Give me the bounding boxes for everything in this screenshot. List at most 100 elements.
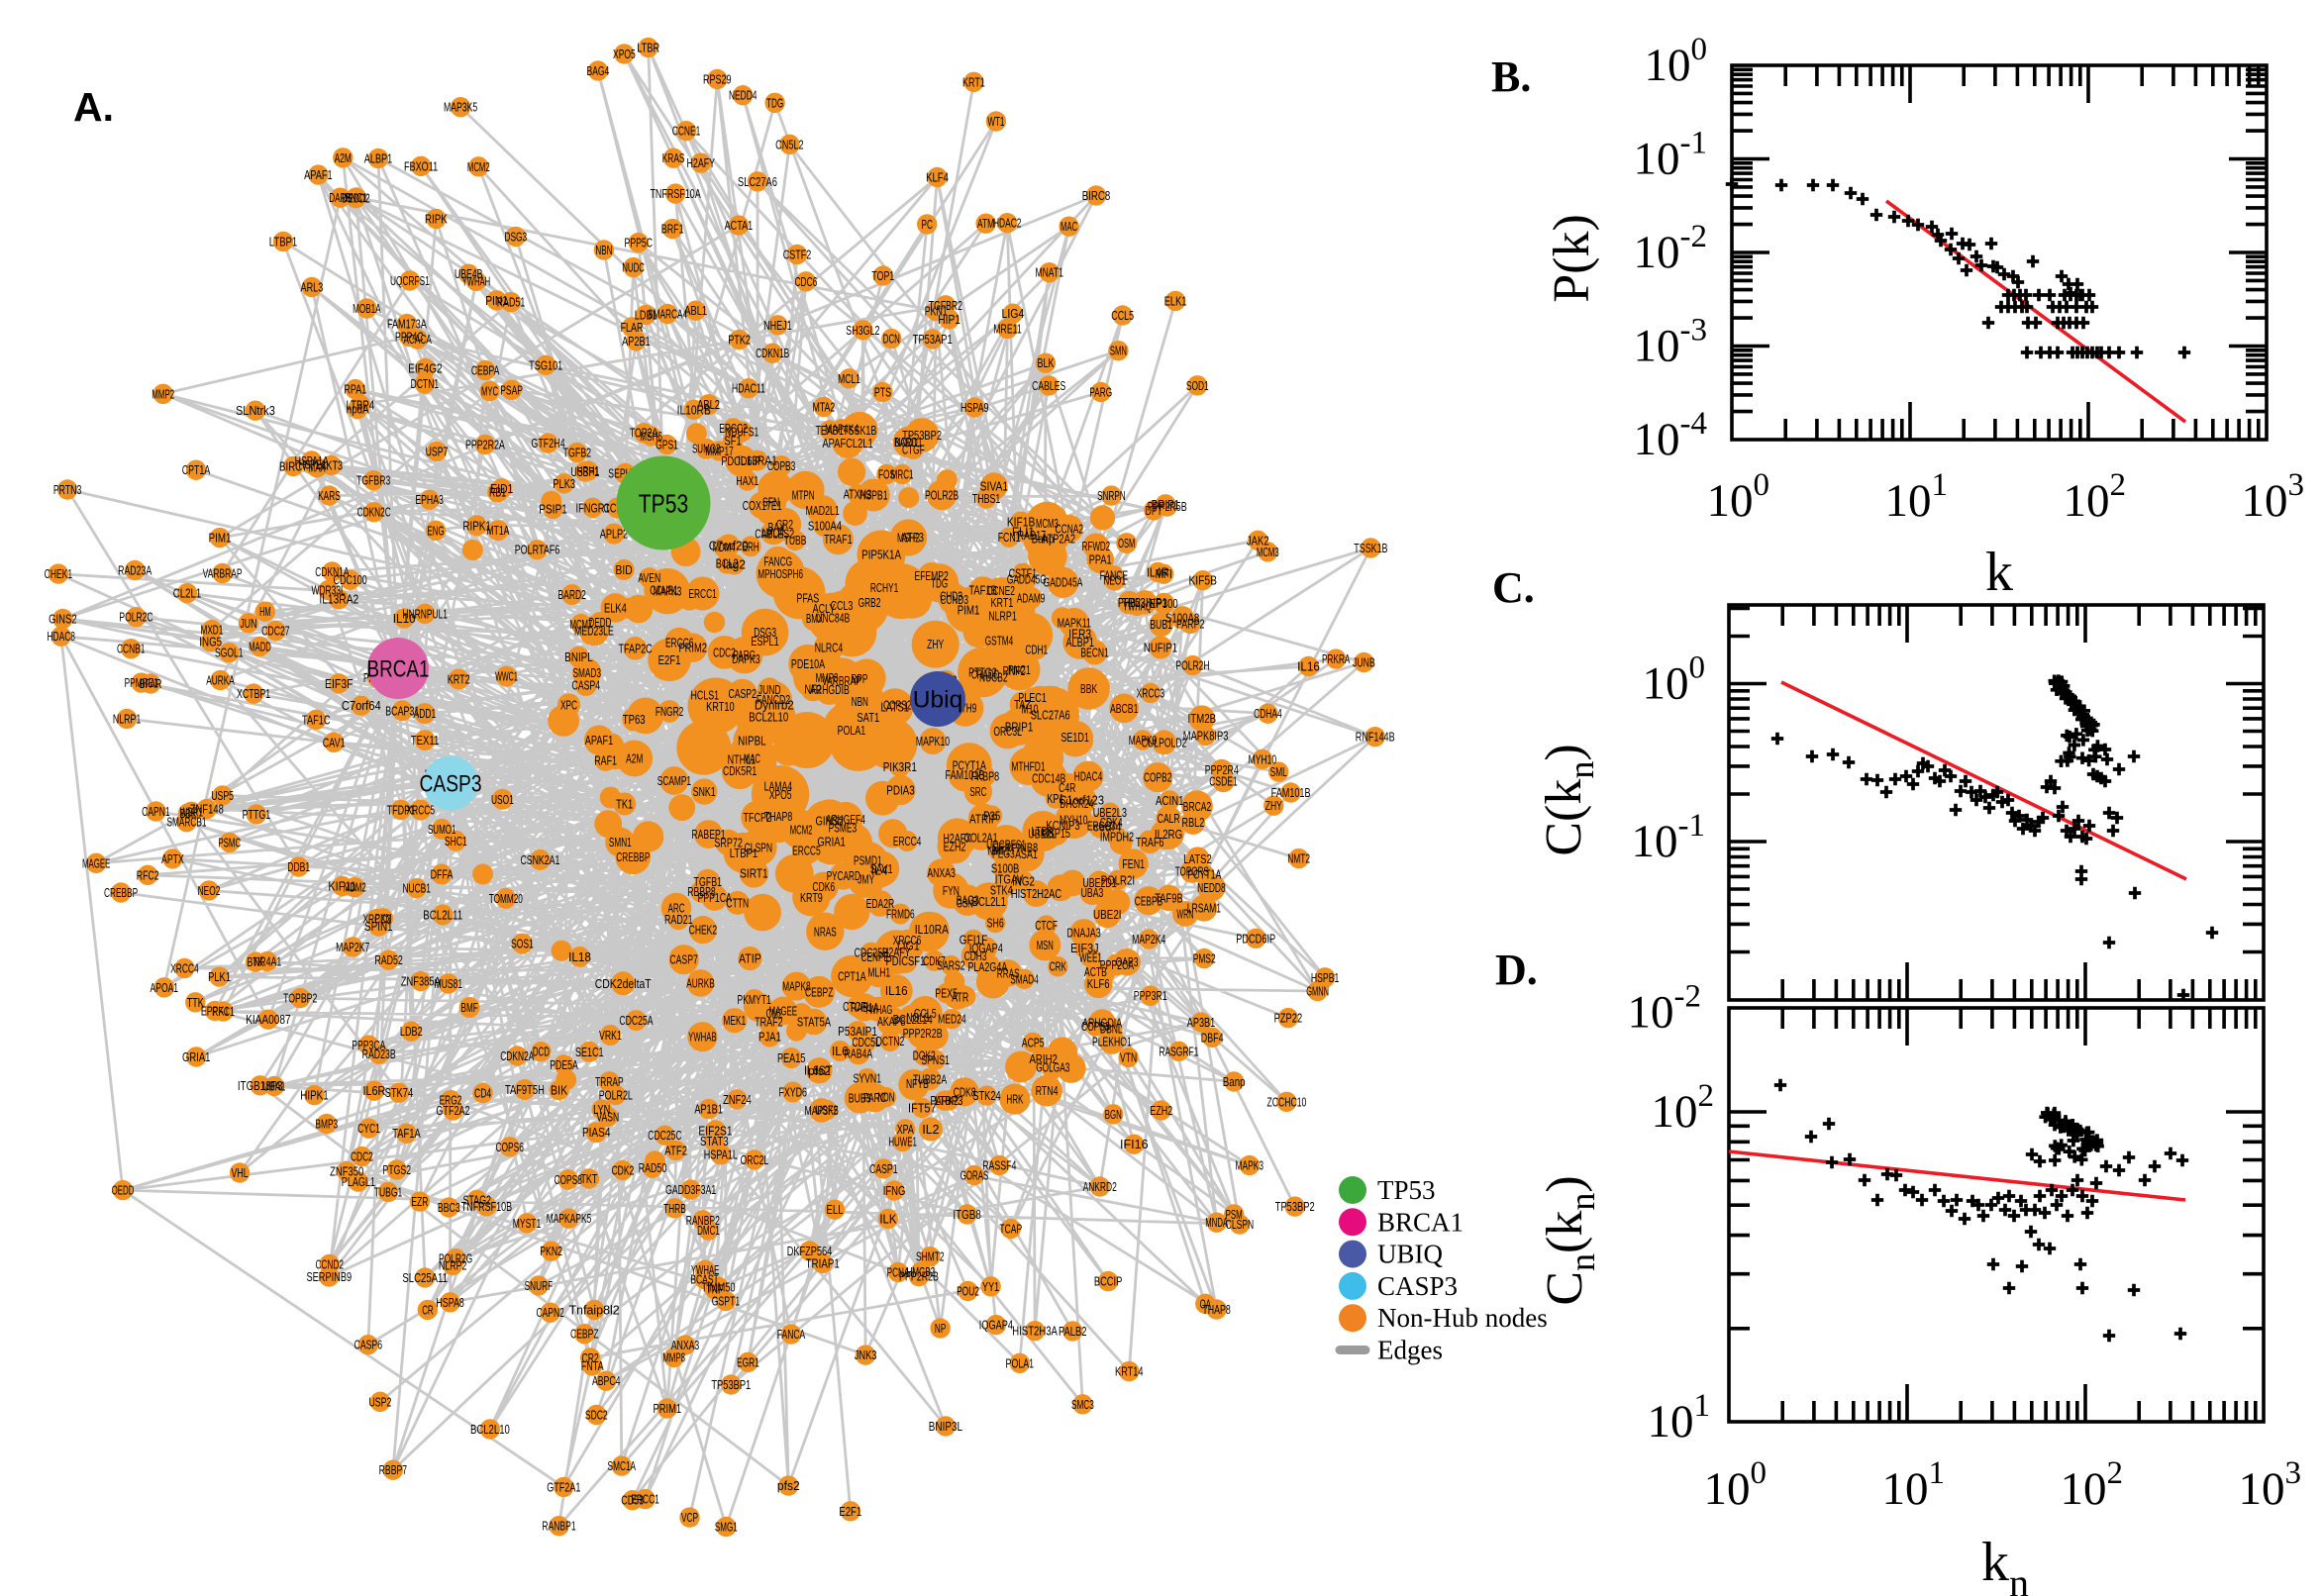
svg-text:SUMO2: SUMO2	[692, 442, 721, 456]
svg-text:MT1A: MT1A	[487, 523, 510, 538]
svg-text:MSH2: MSH2	[897, 531, 920, 546]
svg-text:GINS2: GINS2	[49, 612, 77, 627]
svg-text:PSMC: PSMC	[218, 835, 241, 849]
svg-text:BCL2L10: BCL2L10	[470, 1422, 510, 1437]
svg-text:SMARCA4: SMARCA4	[648, 307, 687, 322]
svg-text:RASSF4: RASSF4	[982, 1158, 1016, 1173]
svg-text:CTCF: CTCF	[1035, 918, 1058, 933]
svg-text:POLRTAF6: POLRTAF6	[515, 543, 560, 557]
svg-text:BCCIP: BCCIP	[1094, 1274, 1123, 1289]
svg-text:102: 102	[2064, 467, 2127, 527]
svg-text:NIPBL: NIPBL	[738, 734, 766, 748]
svg-text:FANCD2: FANCD2	[757, 692, 790, 707]
svg-text:UBE2I: UBE2I	[1093, 907, 1122, 922]
svg-text:APAF1: APAF1	[585, 733, 614, 748]
svg-text:MNAT1: MNAT1	[1035, 265, 1063, 280]
svg-text:TAF1A: TAF1A	[392, 1126, 421, 1141]
svg-text:CCNB1: CCNB1	[117, 642, 146, 656]
svg-text:LATS1: LATS1	[881, 700, 910, 715]
svg-text:MAGEE: MAGEE	[769, 1004, 798, 1019]
svg-text:PARK2: PARK2	[931, 1093, 960, 1108]
svg-text:ITGB18P3: ITGB18P3	[238, 1078, 283, 1093]
svg-text:HSPA9: HSPA9	[960, 400, 989, 415]
svg-text:YWHAG: YWHAG	[864, 1002, 893, 1017]
svg-text:ACACA: ACACA	[403, 332, 432, 347]
svg-text:ERCC2: ERCC2	[719, 421, 748, 436]
svg-text:TEAD1: TEAD1	[815, 423, 844, 438]
svg-text:BID: BID	[616, 562, 633, 577]
svg-text:NDUFS1: NDUFS1	[725, 425, 758, 440]
svg-text:EIF3F: EIF3F	[325, 676, 354, 691]
svg-text:UNC84B: UNC84B	[816, 611, 850, 626]
svg-text:FKBP8: FKBP8	[971, 769, 1000, 784]
svg-text:TAF9T5H: TAF9T5H	[505, 1082, 545, 1097]
svg-text:A2M: A2M	[335, 150, 352, 165]
svg-text:STK4: STK4	[990, 882, 1013, 897]
svg-text:MAPK8IP3: MAPK8IP3	[1183, 729, 1229, 744]
svg-text:BFAR: BFAR	[140, 676, 162, 691]
svg-text:RIPK1: RIPK1	[462, 518, 491, 533]
svg-text:AVEN: AVEN	[638, 570, 660, 585]
svg-text:ERH: ERH	[743, 539, 759, 553]
svg-text:ANXA3: ANXA3	[927, 865, 956, 880]
svg-text:RAF1: RAF1	[594, 752, 617, 767]
svg-text:MXD1: MXD1	[201, 623, 224, 638]
svg-text:RPS29: RPS29	[703, 72, 732, 87]
svg-text:BIRC7: BIRC7	[279, 458, 308, 473]
svg-text:RIPK: RIPK	[425, 211, 448, 226]
svg-text:BNIP3L: BNIP3L	[929, 1419, 962, 1434]
svg-text:BLK: BLK	[1037, 355, 1054, 370]
svg-text:ZHY: ZHY	[1265, 798, 1282, 813]
svg-text:PSIP1: PSIP1	[539, 502, 567, 517]
svg-text:HIPK1: HIPK1	[300, 1088, 329, 1103]
svg-text:MAP2K7: MAP2K7	[336, 940, 369, 954]
svg-text:ZCCHC10: ZCCHC10	[1266, 1094, 1306, 1109]
svg-text:CDKN1A: CDKN1A	[315, 564, 349, 579]
svg-text:USF2: USF2	[816, 1103, 839, 1118]
svg-text:MAGEE: MAGEE	[82, 855, 111, 870]
svg-text:TNF: TNF	[706, 1282, 723, 1297]
svg-text:PLK1: PLK1	[208, 969, 231, 984]
svg-text:Ubiq: Ubiq	[913, 687, 962, 714]
svg-text:MAC: MAC	[744, 751, 760, 766]
svg-text:PSAP: PSAP	[500, 382, 523, 397]
svg-text:LRSAM1: LRSAM1	[1187, 901, 1221, 916]
svg-text:HSPB1: HSPB1	[859, 488, 888, 503]
svg-text:PSM: PSM	[1226, 1207, 1243, 1222]
svg-text:NUCB1: NUCB1	[402, 881, 431, 896]
svg-text:TRAF6: TRAF6	[1136, 835, 1164, 849]
svg-text:KIF5B: KIF5B	[1188, 573, 1217, 588]
svg-text:ZNF385A: ZNF385A	[401, 974, 441, 989]
svg-text:lag2: lag2	[723, 557, 746, 572]
svg-text:KRT1: KRT1	[962, 74, 985, 89]
svg-text:PLAGL1: PLAGL1	[342, 1174, 375, 1189]
svg-text:JMY: JMY	[858, 872, 874, 887]
svg-text:TRAF2: TRAF2	[755, 1015, 783, 1030]
svg-text:VARBRAP: VARBRAP	[822, 673, 861, 688]
svg-text:CD4: CD4	[474, 1086, 491, 1101]
svg-text:CCL5: CCL5	[914, 1006, 937, 1021]
svg-text:HRH1: HRH1	[577, 463, 600, 478]
svg-text:PIM1: PIM1	[958, 603, 980, 618]
svg-text:P35: P35	[983, 808, 1000, 823]
svg-text:HDAC2: HDAC2	[993, 216, 1022, 231]
svg-text:CTGF: CTGF	[902, 442, 925, 456]
svg-text:SFN: SFN	[762, 495, 779, 510]
svg-text:TP53AP1: TP53AP1	[913, 332, 953, 347]
svg-text:POLA1: POLA1	[1006, 1355, 1035, 1370]
svg-text:CHEK1: CHEK1	[45, 566, 73, 581]
svg-text:CASP7: CASP7	[669, 952, 698, 967]
svg-text:H2AFY: H2AFY	[882, 945, 911, 959]
svg-text:RTN4: RTN4	[1036, 1083, 1059, 1098]
svg-text:SH3GL2: SH3GL2	[846, 323, 879, 338]
svg-text:CDC100: CDC100	[334, 572, 367, 587]
svg-text:RFC1: RFC1	[212, 1004, 235, 1019]
svg-text:MRE11: MRE11	[993, 322, 1022, 337]
svg-text:TSSK1B: TSSK1B	[843, 423, 876, 438]
svg-text:RPP: RPP	[851, 671, 867, 686]
svg-text:IFI16: IFI16	[1120, 1137, 1149, 1151]
svg-text:EDA2R: EDA2R	[866, 896, 895, 911]
svg-text:STK74: STK74	[385, 1085, 414, 1100]
svg-text:NLRP1: NLRP1	[988, 609, 1017, 624]
svg-text:ARL3: ARL3	[301, 280, 324, 295]
